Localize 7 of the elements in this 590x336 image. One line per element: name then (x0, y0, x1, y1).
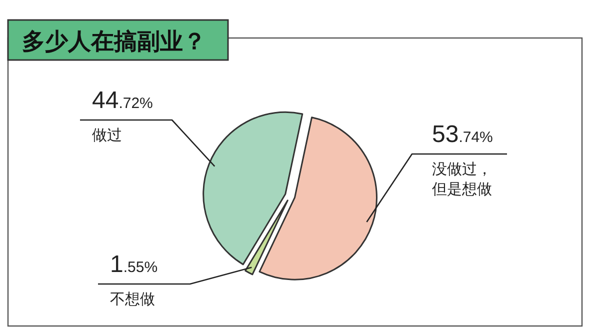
slice-label: 做过 (92, 127, 122, 144)
data-label: 53.74% (432, 121, 493, 148)
slice-label: 不想做 (110, 291, 155, 308)
data-label: 1.55% (110, 251, 158, 278)
slice-label: 没做过，但是想做 (432, 161, 492, 198)
data-label: 44.72% (92, 87, 153, 114)
chart-title: 多少人在搞副业？ (22, 28, 206, 54)
